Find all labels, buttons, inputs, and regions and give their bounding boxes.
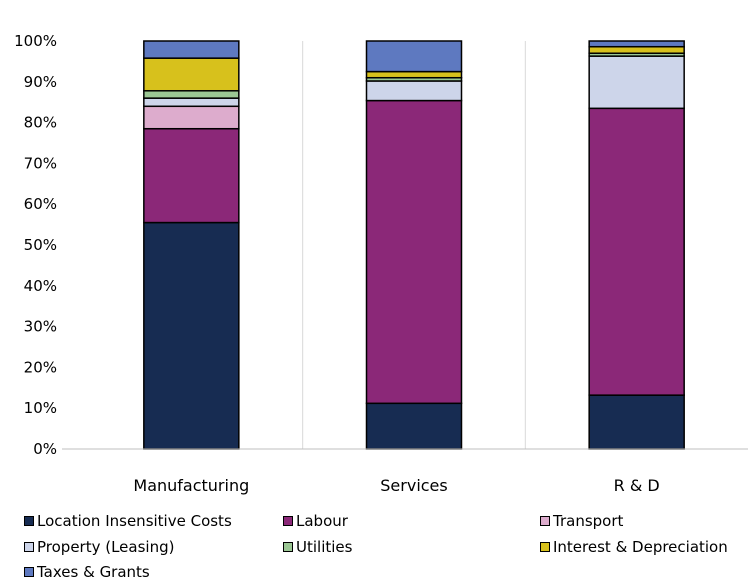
- bar-segment: [144, 41, 239, 58]
- legend-swatch: [24, 542, 34, 552]
- stacked-bar-chart: 0% 10% 20% 30% 40% 50% 60% 70% 80% 90% 100% Manufa…: [0, 0, 748, 508]
- legend-item: Property (Leasing): [24, 538, 174, 556]
- y-tick-label: 20%: [24, 358, 57, 376]
- bar-segment: [144, 129, 239, 223]
- bar-segment: [589, 108, 684, 395]
- y-tick-label: 40%: [24, 277, 57, 295]
- bar-segment: [367, 41, 462, 72]
- legend-label: Interest & Depreciation: [553, 538, 728, 556]
- legend-item: Location Insensitive Costs: [24, 512, 232, 530]
- bar-segment: [144, 223, 239, 449]
- y-tick-label: 0%: [33, 440, 57, 458]
- bar-segment: [367, 403, 462, 449]
- legend-item: Utilities: [283, 538, 352, 556]
- legend-swatch: [283, 516, 293, 526]
- legend-swatch: [540, 542, 550, 552]
- legend-swatch: [24, 516, 34, 526]
- legend-item: Taxes & Grants: [24, 563, 150, 581]
- bar-segment: [367, 81, 462, 101]
- y-axis-tick-labels: 0% 10% 20% 30% 40% 50% 60% 70% 80% 90% 100%: [14, 32, 57, 458]
- bar-segment: [367, 101, 462, 404]
- bar-segment: [367, 72, 462, 78]
- y-tick-label: 70%: [24, 154, 57, 172]
- bar-segment: [589, 41, 684, 47]
- bar-segment: [144, 91, 239, 98]
- legend-item: Interest & Depreciation: [540, 538, 728, 556]
- y-tick-label: 50%: [24, 236, 57, 254]
- legend-label: Taxes & Grants: [37, 563, 150, 581]
- y-tick-label: 10%: [24, 399, 57, 417]
- bar-segment: [144, 58, 239, 91]
- y-tick-label: 80%: [24, 114, 57, 132]
- legend-item: Labour: [283, 512, 348, 530]
- legend-label: Utilities: [296, 538, 352, 556]
- legend-label: Labour: [296, 512, 348, 530]
- bar-segment: [589, 47, 684, 54]
- legend-swatch: [283, 542, 293, 552]
- bar-segment: [144, 98, 239, 106]
- x-category-label: Manufacturing: [133, 476, 249, 495]
- x-category-label: R & D: [614, 476, 660, 495]
- legend: Location Insensitive Costs Labour Transpor…: [0, 508, 748, 585]
- y-tick-label: 60%: [24, 195, 57, 213]
- x-axis-category-labels: Manufacturing Services R & D: [133, 476, 659, 495]
- bars: [144, 41, 684, 449]
- y-tick-label: 90%: [24, 73, 57, 91]
- legend-swatch: [24, 567, 34, 577]
- legend-label: Location Insensitive Costs: [37, 512, 232, 530]
- bar-segment: [144, 106, 239, 128]
- bar-segment: [589, 56, 684, 108]
- legend-swatch: [540, 516, 550, 526]
- legend-label: Property (Leasing): [37, 538, 174, 556]
- legend-label: Transport: [553, 512, 623, 530]
- x-category-label: Services: [380, 476, 447, 495]
- y-tick-label: 100%: [14, 32, 57, 50]
- legend-item: Transport: [540, 512, 623, 530]
- bar-segment: [589, 395, 684, 449]
- y-tick-label: 30%: [24, 318, 57, 336]
